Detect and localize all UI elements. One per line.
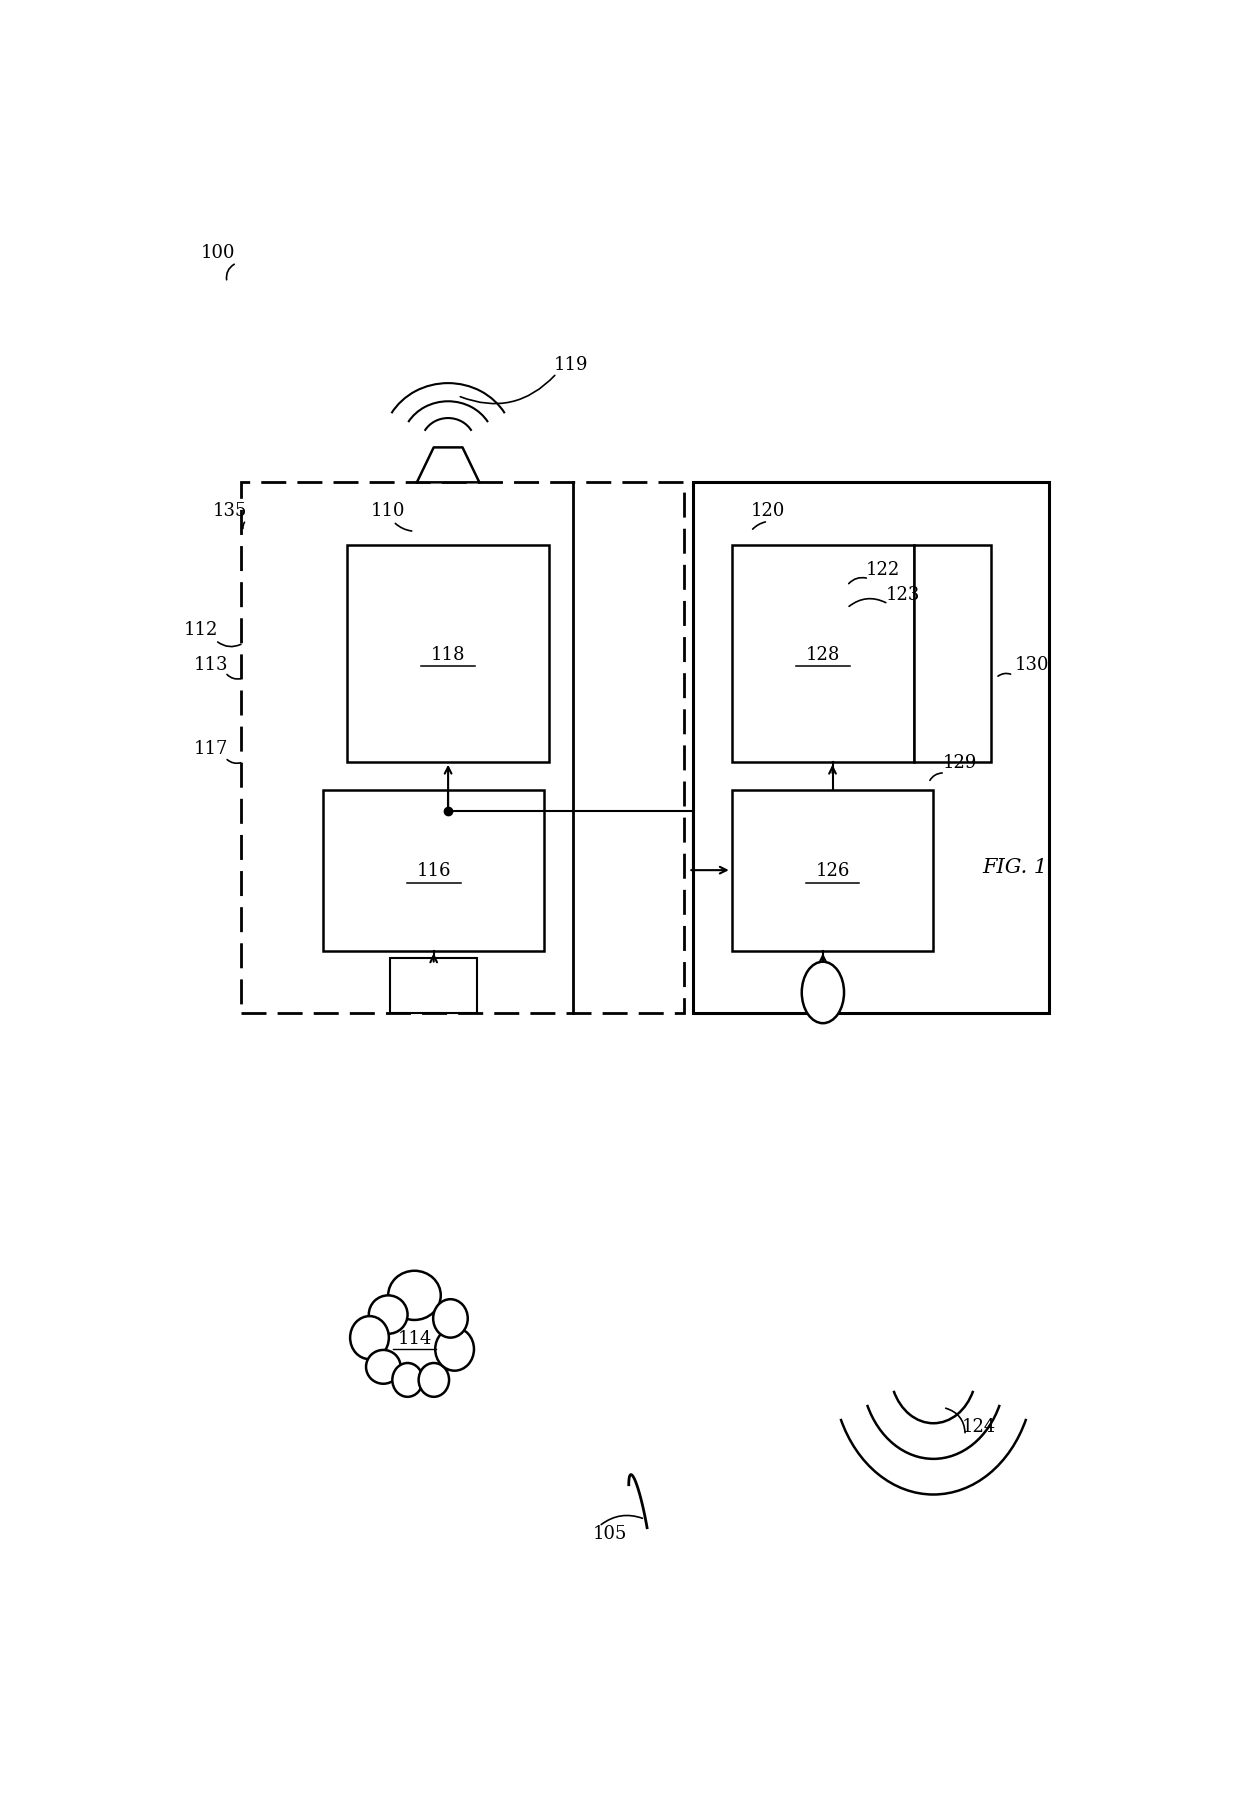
Text: 112: 112 <box>184 620 218 639</box>
Text: 129: 129 <box>942 753 977 771</box>
Circle shape <box>802 961 844 1023</box>
Bar <box>347 546 549 762</box>
Bar <box>693 483 1049 1014</box>
Text: 126: 126 <box>816 862 849 880</box>
Text: 120: 120 <box>751 502 785 521</box>
Text: 128: 128 <box>806 646 839 664</box>
Text: 114: 114 <box>397 1330 432 1346</box>
Text: 135: 135 <box>213 502 247 521</box>
Text: 105: 105 <box>593 1524 626 1542</box>
Text: FIG. 1: FIG. 1 <box>982 858 1048 876</box>
Text: 123: 123 <box>885 586 920 604</box>
Polygon shape <box>417 448 480 483</box>
Text: 130: 130 <box>1016 655 1049 673</box>
Bar <box>914 546 991 762</box>
Ellipse shape <box>368 1295 408 1333</box>
Text: 116: 116 <box>417 862 451 880</box>
Text: 117: 117 <box>193 740 228 758</box>
Text: 113: 113 <box>193 655 228 673</box>
Bar <box>391 958 477 1014</box>
Text: 100: 100 <box>201 243 236 261</box>
Text: 119: 119 <box>554 356 588 374</box>
Bar <box>732 546 914 762</box>
Ellipse shape <box>435 1328 474 1371</box>
Bar <box>732 791 934 951</box>
Ellipse shape <box>392 1364 423 1397</box>
Bar <box>242 483 683 1014</box>
Ellipse shape <box>433 1299 467 1339</box>
Text: 122: 122 <box>866 561 900 579</box>
Bar <box>324 791 544 951</box>
Ellipse shape <box>350 1317 389 1359</box>
Ellipse shape <box>366 1350 401 1384</box>
Ellipse shape <box>388 1272 440 1321</box>
Text: 124: 124 <box>962 1417 997 1435</box>
Text: 110: 110 <box>371 502 405 521</box>
Text: 118: 118 <box>430 646 465 664</box>
Ellipse shape <box>419 1364 449 1397</box>
